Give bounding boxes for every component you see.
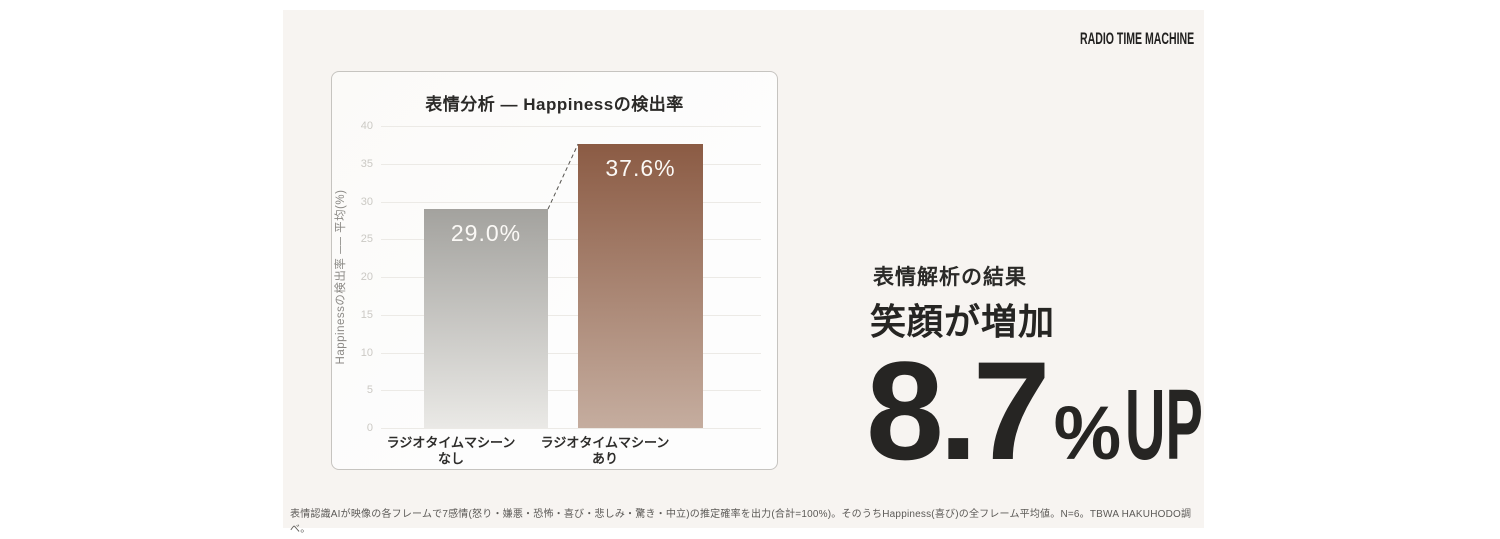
result-subtitle: 表情解析の結果 xyxy=(873,266,1027,289)
gridline: 15 xyxy=(361,309,761,321)
brand-logo: RADIO TIME MACHINE xyxy=(1079,29,1194,48)
big-number: 8.7 xyxy=(866,332,1051,489)
x-axis-label-line: ラジオタイムマシーン xyxy=(386,435,516,450)
result-headline: 笑顔が増加 xyxy=(870,301,1056,342)
percent-sign: % xyxy=(1053,391,1122,476)
x-axis-label-line: あり xyxy=(591,451,618,467)
x-axis-label-line: なし xyxy=(437,451,464,467)
gridline: 5 xyxy=(367,384,761,396)
x-axis-label-with: ラジオタイムマシーン あり xyxy=(520,435,690,468)
y-tick-label: 15 xyxy=(360,308,373,321)
bar-chart-plot-area: Happinessの検出率 ── 平均(%) ラジオタイムマシーン なし ラジオ… xyxy=(335,120,761,466)
chart-card: 表情分析 — Happinessの検出率 Happinessの検出率 ── 平均… xyxy=(331,71,778,470)
y-tick-label: 20 xyxy=(360,271,373,283)
gridline: 0 xyxy=(367,422,761,434)
gridline: 30 xyxy=(361,196,761,208)
gridline: 40 xyxy=(361,120,761,132)
y-tick-label: 10 xyxy=(360,346,373,359)
up-label: UP xyxy=(1125,369,1203,481)
gridline: 20 xyxy=(361,271,761,283)
y-tick-label: 0 xyxy=(366,422,373,434)
chart-title: 表情分析 — Happinessの検出率 xyxy=(425,95,684,114)
y-tick-label: 25 xyxy=(360,233,373,246)
gridline: 25 xyxy=(361,233,761,245)
gridline: 35 xyxy=(361,158,761,170)
y-tick-label: 40 xyxy=(360,120,373,132)
x-axis-label-without: ラジオタイムマシーン なし xyxy=(366,435,536,468)
y-tick-label: 35 xyxy=(360,157,373,170)
result-big-number-row: 8.7 % UP xyxy=(866,341,1264,481)
footnote: 表情認識AIが映像の各フレームで7感情(怒り・嫌悪・恐怖・喜び・悲しみ・驚き・中… xyxy=(290,509,1192,535)
x-axis-label-line: ラジオタイムマシーン xyxy=(540,435,670,450)
bar-value-label: 29.0% xyxy=(450,220,522,247)
bar-without-radio-time-machine: 29.0% xyxy=(424,209,548,428)
y-tick-label: 5 xyxy=(366,384,373,397)
y-tick-label: 30 xyxy=(360,195,373,208)
slide-background: RADIO TIME MACHINE 表情分析 — Happinessの検出率 … xyxy=(283,10,1204,535)
gridline: 10 xyxy=(361,347,761,359)
bar-value-label: 37.6% xyxy=(605,155,676,182)
bar-with-radio-time-machine: 37.6% xyxy=(578,144,703,428)
